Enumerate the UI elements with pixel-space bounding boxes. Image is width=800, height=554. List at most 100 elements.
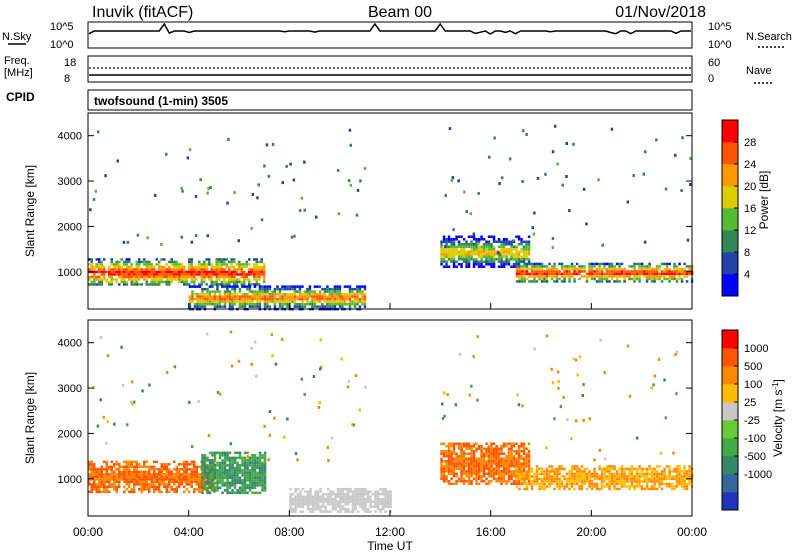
heatmap-cell <box>326 290 329 293</box>
heatmap-cell <box>296 505 300 508</box>
heatmap-cell <box>88 268 91 271</box>
heatmap-cell <box>263 305 267 308</box>
heatmap-cell <box>490 470 493 473</box>
heatmap-cell <box>135 470 138 474</box>
heatmap-cell <box>452 470 456 473</box>
heatmap-cell <box>497 260 501 263</box>
heatmap-cell <box>160 465 163 469</box>
heatmap-cell <box>638 475 641 478</box>
heatmap-cell <box>520 243 523 246</box>
heatmap-cell <box>218 275 221 279</box>
heatmap-cell <box>525 452 528 455</box>
heatmap-cell <box>110 268 113 271</box>
heatmap-cell <box>308 295 312 298</box>
heatmap-cell <box>153 460 156 464</box>
heatmap-cell <box>208 451 212 455</box>
heatmap-cell <box>233 273 236 276</box>
heatmap-cell <box>585 477 589 481</box>
heatmap-cell <box>251 484 254 487</box>
heatmap-cell <box>660 487 664 491</box>
heatmap-cell <box>215 275 218 279</box>
heatmap-cell <box>223 474 227 477</box>
heatmap-cell <box>553 417 556 421</box>
heatmap-cell <box>588 270 591 273</box>
heatmap-cell <box>633 265 636 268</box>
heatmap-cell <box>258 459 262 462</box>
heatmap-cell <box>193 488 196 491</box>
heatmap-cell <box>125 280 128 284</box>
heatmap-cell <box>248 290 252 293</box>
heatmap-cell <box>110 485 113 489</box>
heatmap-cell <box>635 277 639 281</box>
heatmap-cell <box>218 265 221 269</box>
heatmap-cell <box>115 488 118 491</box>
heatmap-cell <box>208 469 212 472</box>
heatmap-cell <box>487 467 491 470</box>
heatmap-cell <box>389 500 392 503</box>
heatmap-cell <box>278 292 282 296</box>
heatmap-cell <box>465 460 468 463</box>
heatmap-cell <box>226 287 229 291</box>
heatmap-cell <box>190 280 193 284</box>
heatmap-cell <box>208 285 212 288</box>
heatmap-cell <box>145 475 148 479</box>
heatmap-cell <box>450 243 453 246</box>
heatmap-cell <box>510 248 513 251</box>
heatmap-cell <box>482 455 486 458</box>
heatmap-cell <box>650 267 654 271</box>
heatmap-cell <box>196 305 199 308</box>
heatmap-cell <box>568 480 571 483</box>
heatmap-cell <box>208 278 211 281</box>
heatmap-cell <box>198 265 201 269</box>
heatmap-cell <box>558 472 561 476</box>
heatmap-cell <box>673 262 676 266</box>
heatmap-cell <box>231 466 234 470</box>
heatmap-cell <box>538 267 541 271</box>
heatmap-cell <box>502 477 506 480</box>
heatmap-cell <box>608 467 611 471</box>
heatmap-cell <box>153 473 156 476</box>
heatmap-cell <box>685 485 689 488</box>
heatmap-cell <box>318 401 321 404</box>
heatmap-cell <box>93 280 96 284</box>
heatmap-cell <box>490 260 493 263</box>
velocity-heatmap-cells <box>88 330 694 513</box>
heatmap-cell <box>540 472 544 476</box>
heatmap-cell <box>374 505 377 508</box>
heatmap-cell <box>128 273 131 276</box>
heatmap-cell <box>180 268 183 271</box>
heatmap-cell <box>294 510 297 513</box>
heatmap-cell <box>533 272 536 276</box>
heatmap-cell <box>455 238 458 241</box>
heatmap-cell <box>457 480 461 483</box>
heatmap-cell <box>477 245 481 248</box>
heatmap-cell <box>198 483 201 486</box>
heatmap-cell <box>113 480 116 484</box>
heatmap-cell <box>218 474 222 477</box>
heatmap-cell <box>251 461 254 465</box>
heatmap-cell <box>251 305 254 308</box>
heatmap-cell <box>183 465 186 469</box>
heatmap-cell <box>683 465 686 468</box>
heatmap-cell <box>238 305 242 308</box>
heatmap-cell <box>457 462 461 465</box>
heatmap-cell <box>447 265 451 268</box>
heatmap-cell <box>243 469 247 472</box>
heatmap-cell <box>482 243 486 246</box>
heatmap-cell <box>118 260 121 264</box>
heatmap-cell <box>520 238 523 241</box>
heatmap-cell <box>480 450 483 453</box>
heatmap-cell <box>128 483 131 486</box>
heatmap-cell <box>470 455 473 458</box>
heatmap-cell <box>88 480 91 484</box>
heatmap-cell <box>256 292 259 296</box>
heatmap-cell <box>668 267 671 271</box>
heatmap-cell <box>197 400 200 403</box>
heatmap-cell <box>193 283 196 286</box>
heatmap-cell <box>135 478 138 481</box>
heatmap-cell <box>386 500 390 503</box>
heatmap-cell <box>160 473 163 476</box>
heatmap-cell <box>595 270 599 273</box>
heatmap-cell <box>598 448 602 452</box>
heatmap-cell <box>467 235 471 238</box>
